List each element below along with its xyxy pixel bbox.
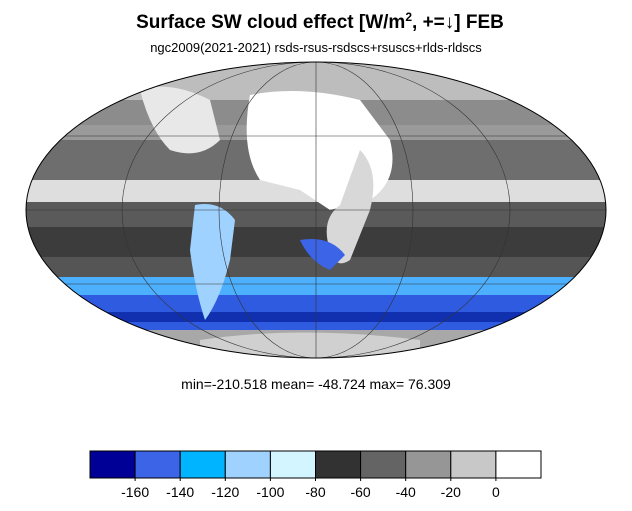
title-sup: 2 [405, 10, 412, 24]
stats: min=-210.518 mean= -48.724 max= 76.309 [181, 376, 451, 392]
map [26, 62, 606, 358]
title-text: , +=↓] FEB [412, 12, 504, 33]
subtitle: ngc2009(2021-2021) rsds-rsus-rsdscs+rsus… [150, 40, 482, 55]
tick-label: -100 [256, 484, 284, 500]
title: Surface SW cloud effect [W/m2, +=↓] FEB [136, 10, 504, 33]
colorbar: -160 -140 -120 -100 -80 -60 -40 -20 0 [89, 450, 542, 500]
tick-label: -40 [396, 484, 416, 500]
title-text: Surface SW cloud effect [W/m [136, 12, 405, 33]
color-box [179, 450, 226, 479]
color-box [360, 450, 407, 479]
tick-label: -20 [441, 484, 461, 500]
tick-label: -60 [350, 484, 370, 500]
tick-label: -80 [305, 484, 325, 500]
color-box [495, 450, 542, 479]
tick-label: -140 [166, 484, 194, 500]
color-box [315, 450, 362, 479]
tick-label: -160 [121, 484, 149, 500]
color-box [134, 450, 181, 479]
tick-label: 0 [492, 484, 500, 500]
color-box [450, 450, 497, 479]
color-box [405, 450, 452, 479]
color-box [224, 450, 271, 479]
map-border [25, 61, 607, 359]
color-box [89, 450, 136, 479]
tick-label: -120 [211, 484, 239, 500]
color-box [269, 450, 316, 479]
